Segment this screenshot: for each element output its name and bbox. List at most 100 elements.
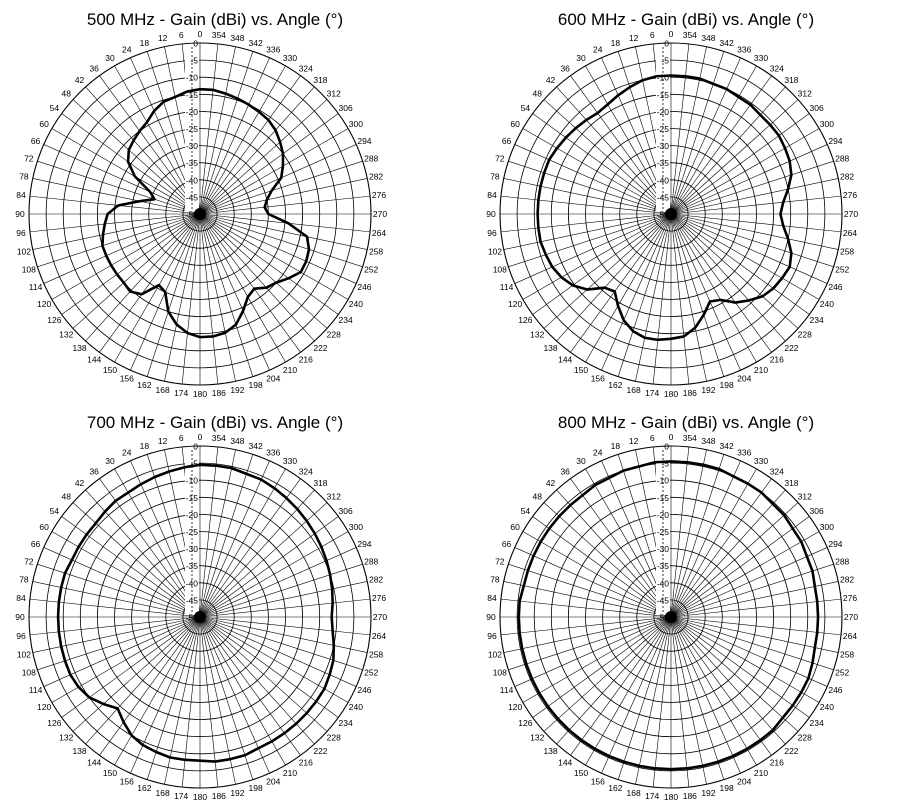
angle-tick-label: 354 bbox=[212, 433, 226, 443]
angle-tick-label: 60 bbox=[510, 522, 520, 532]
angular-grid-spoke bbox=[670, 213, 799, 329]
angular-grid-spoke bbox=[199, 616, 254, 780]
angle-tick-label: 306 bbox=[810, 506, 824, 516]
chart-title: 500 MHz - Gain (dBi) vs. Angle (°) bbox=[86, 10, 344, 29]
angular-grid-spoke bbox=[670, 160, 834, 215]
chart-title: 700 MHz - Gain (dBi) vs. Angle (°) bbox=[86, 413, 344, 432]
angle-tick-label: 162 bbox=[608, 783, 622, 793]
angle-tick-label: 72 bbox=[495, 556, 505, 566]
angle-tick-label: 84 bbox=[487, 593, 497, 603]
angle-tick-label: 162 bbox=[137, 783, 151, 793]
angle-tick-label: 348 bbox=[701, 33, 715, 43]
angular-grid-spoke bbox=[199, 178, 368, 215]
angular-grid-spoke bbox=[670, 195, 842, 215]
radial-tick-label: -35 bbox=[186, 561, 199, 571]
angular-grid-spoke bbox=[670, 213, 810, 315]
angle-tick-label: 84 bbox=[16, 190, 26, 200]
angular-grid-spoke bbox=[61, 616, 201, 718]
angle-tick-label: 354 bbox=[683, 433, 697, 443]
radial-tick-label: -35 bbox=[657, 561, 670, 571]
angular-grid-spoke bbox=[670, 65, 757, 215]
angle-tick-label: 258 bbox=[369, 649, 383, 659]
angle-tick-label: 168 bbox=[155, 385, 169, 395]
radial-tick-label: 0 bbox=[664, 442, 669, 452]
center-hub bbox=[194, 208, 206, 220]
polar-chart-800mhz: 800 MHz - Gain (dBi) vs. Angle (°) 0 -5 -1… bbox=[471, 403, 901, 803]
angle-tick-label: 36 bbox=[89, 63, 99, 73]
angular-grid-spoke bbox=[43, 144, 201, 215]
angular-grid-spoke bbox=[199, 213, 368, 250]
angular-grid-spoke bbox=[43, 547, 201, 618]
radial-tick-label: -15 bbox=[657, 90, 670, 100]
angular-grid-spoke bbox=[514, 213, 672, 284]
angle-tick-label: 288 bbox=[835, 153, 849, 163]
angular-grid-spoke bbox=[51, 213, 201, 300]
angle-tick-label: 150 bbox=[574, 768, 588, 778]
angular-grid-spoke bbox=[199, 449, 236, 618]
angle-tick-label: 12 bbox=[158, 436, 168, 446]
angle-tick-label: 156 bbox=[591, 776, 605, 786]
angle-tick-label: 90 bbox=[486, 209, 496, 219]
angle-tick-label: 192 bbox=[230, 385, 244, 395]
angle-tick-label: 288 bbox=[364, 556, 378, 566]
angle-tick-label: 102 bbox=[17, 649, 31, 659]
angular-grid-spoke bbox=[670, 616, 834, 671]
angle-tick-label: 6 bbox=[650, 30, 655, 40]
angle-tick-label: 90 bbox=[486, 612, 496, 622]
angular-grid-spoke bbox=[522, 531, 672, 618]
angle-tick-label: 156 bbox=[591, 373, 605, 383]
radial-tick-label: -20 bbox=[657, 107, 670, 117]
angular-grid-spoke bbox=[199, 468, 286, 618]
angular-grid-spoke bbox=[199, 57, 270, 215]
angle-tick-label: 330 bbox=[283, 456, 297, 466]
angular-grid-spoke bbox=[43, 213, 201, 284]
angular-grid-spoke bbox=[522, 616, 672, 703]
angle-tick-label: 0 bbox=[198, 432, 203, 442]
angular-grid-spoke bbox=[670, 616, 741, 774]
angle-tick-label: 294 bbox=[828, 539, 842, 549]
angle-tick-label: 204 bbox=[737, 776, 751, 786]
radial-tick-label: -40 bbox=[186, 175, 199, 185]
angle-tick-label: 318 bbox=[313, 75, 327, 85]
angular-grid-spoke bbox=[670, 531, 820, 618]
angle-tick-label: 78 bbox=[19, 172, 29, 182]
angle-tick-label: 24 bbox=[593, 45, 603, 55]
radial-tick-label: -45 bbox=[186, 595, 199, 605]
angle-tick-label: 0 bbox=[669, 432, 674, 442]
angular-grid-spoke bbox=[114, 213, 201, 363]
radial-tick-label: -45 bbox=[657, 595, 670, 605]
angle-tick-label: 174 bbox=[645, 791, 659, 801]
angle-tick-label: 324 bbox=[770, 63, 784, 73]
radial-tick-label: -5 bbox=[190, 459, 198, 469]
radial-tick-label: -50 bbox=[186, 210, 199, 220]
angle-tick-label: 210 bbox=[283, 365, 297, 375]
angle-tick-label: 120 bbox=[37, 702, 51, 712]
angle-tick-label: 78 bbox=[19, 575, 29, 585]
angular-grid-spoke bbox=[199, 213, 315, 342]
angle-tick-label: 240 bbox=[349, 299, 363, 309]
angle-tick-label: 198 bbox=[249, 783, 263, 793]
angular-grid-spoke bbox=[199, 616, 236, 785]
angular-grid-spoke bbox=[670, 616, 757, 766]
angular-grid-spoke bbox=[601, 616, 672, 774]
angle-tick-label: 216 bbox=[299, 758, 313, 768]
angular-grid-spoke bbox=[670, 213, 839, 250]
polar-chart-700mhz: 700 MHz - Gain (dBi) vs. Angle (°) 0 -5 -1… bbox=[0, 403, 430, 803]
angular-grid-spoke bbox=[199, 213, 328, 329]
angular-grid-spoke bbox=[29, 598, 201, 618]
angle-tick-label: 282 bbox=[369, 575, 383, 585]
angular-grid-spoke bbox=[85, 86, 201, 215]
radial-tick-label: -30 bbox=[186, 544, 199, 554]
angle-tick-label: 210 bbox=[754, 365, 768, 375]
radial-tick-label: -25 bbox=[186, 527, 199, 537]
angular-grid-spoke bbox=[556, 86, 672, 215]
angle-tick-label: 186 bbox=[212, 388, 226, 398]
angle-tick-label: 162 bbox=[608, 380, 622, 390]
angular-grid-spoke bbox=[670, 616, 772, 756]
radial-tick-label: -5 bbox=[190, 56, 198, 66]
angular-grid-spoke bbox=[199, 616, 286, 766]
angular-grid-spoke bbox=[670, 616, 786, 745]
angular-grid-spoke bbox=[99, 75, 201, 215]
angle-tick-label: 114 bbox=[29, 685, 43, 695]
radial-tick-label: -25 bbox=[657, 124, 670, 134]
